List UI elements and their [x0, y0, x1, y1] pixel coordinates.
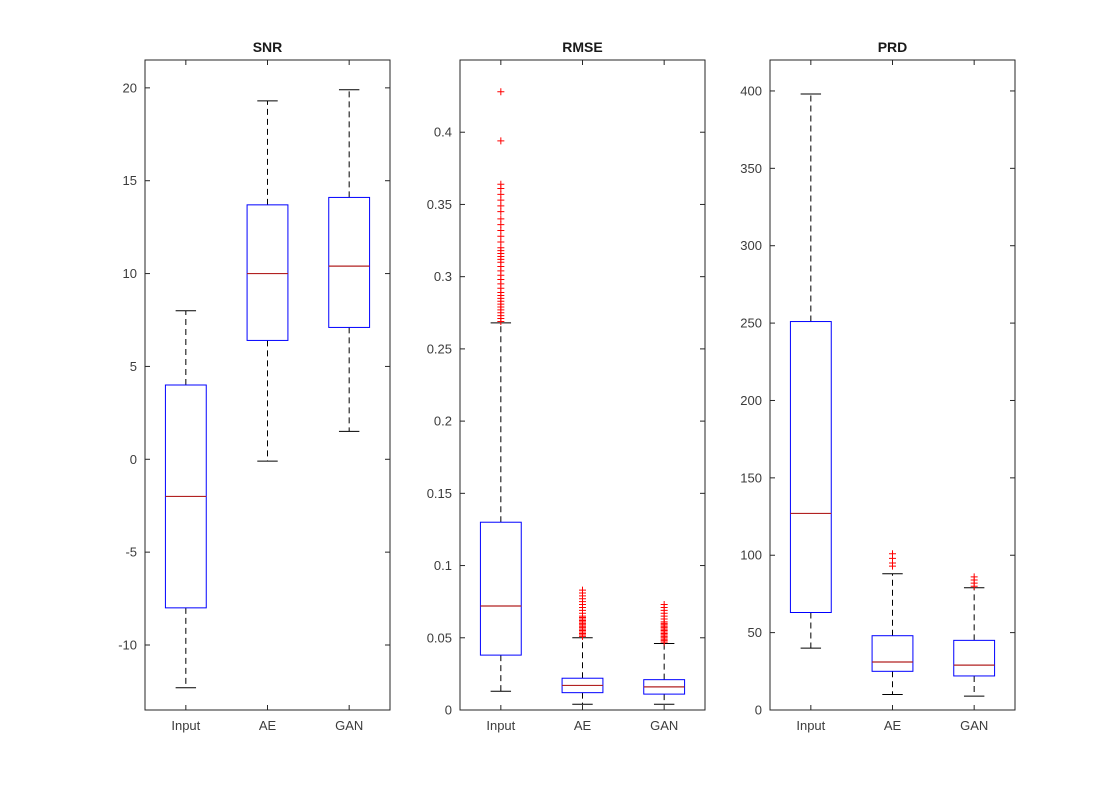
chart-title-rmse: RMSE — [562, 39, 603, 55]
outlier-marker — [579, 632, 586, 640]
iqr-box — [561, 677, 604, 694]
x-tick-label: GAN — [650, 718, 678, 733]
x-tick-label: Input — [171, 718, 200, 733]
y-tick-label: 350 — [740, 161, 762, 176]
y-tick-label: 400 — [740, 83, 762, 98]
y-tick-label: 50 — [748, 625, 762, 640]
y-tick-label: 20 — [123, 80, 137, 95]
y-tick-label: 0.25 — [427, 341, 452, 356]
iqr-box — [953, 639, 996, 677]
outlier-marker — [497, 317, 505, 325]
iqr-box — [479, 521, 522, 656]
iqr-box — [246, 204, 289, 341]
iqr-box — [328, 196, 371, 328]
outlier-marker — [970, 582, 978, 590]
x-tick-label: GAN — [960, 718, 988, 733]
snr-boxplot-canvas: -10 -5 0 5 10 15 20 Input AE GAN — [118, 59, 391, 733]
chart-title-prd: PRD — [877, 39, 908, 55]
y-tick-label: -5 — [125, 545, 137, 560]
iqr-box — [871, 635, 914, 672]
y-tick-label: 0.1 — [434, 558, 452, 573]
prd-boxplot-canvas: 0 50 100 150 200 250 300 350 400 Input AE GAN — [740, 59, 1016, 733]
y-tick-label: 0.15 — [427, 486, 452, 501]
outlier-marker — [497, 208, 505, 216]
rmse-boxplot-canvas: 0 0.05 0.1 0.15 0.2 0.25 0.3 0.35 0.4 Input AE GAN — [427, 59, 706, 733]
x-tick-label: AE — [884, 718, 902, 733]
outlier-marker — [889, 562, 896, 570]
y-tick-label: 0 — [755, 703, 762, 718]
y-tick-label: 0.05 — [427, 630, 452, 645]
y-tick-label: 0.2 — [434, 414, 452, 429]
x-tick-label: Input — [486, 718, 515, 733]
y-tick-label: 5 — [130, 359, 137, 374]
y-tick-label: 0.3 — [434, 269, 452, 284]
outlier-marker — [497, 137, 505, 145]
y-tick-label: 0.35 — [427, 197, 452, 212]
x-tick-label: AE — [259, 718, 277, 733]
y-tick-label: 0 — [130, 452, 137, 467]
y-tick-label: 0 — [445, 703, 452, 718]
y-tick-label: -10 — [118, 638, 137, 653]
chart-title-snr: SNR — [252, 39, 283, 55]
y-tick-label: 150 — [740, 470, 762, 485]
y-tick-label: 300 — [740, 238, 762, 253]
outlier-marker — [660, 638, 668, 646]
x-tick-label: Input — [796, 718, 825, 733]
y-tick-label: 100 — [740, 548, 762, 563]
y-tick-label: 250 — [740, 316, 762, 331]
x-tick-label: GAN — [335, 718, 363, 733]
outlier-marker — [497, 88, 505, 96]
iqr-box — [789, 321, 832, 613]
y-tick-label: 200 — [740, 393, 762, 408]
y-tick-label: 15 — [123, 173, 137, 188]
y-tick-label: 10 — [123, 266, 137, 281]
x-tick-label: AE — [574, 718, 592, 733]
y-tick-label: 0.4 — [434, 125, 452, 140]
